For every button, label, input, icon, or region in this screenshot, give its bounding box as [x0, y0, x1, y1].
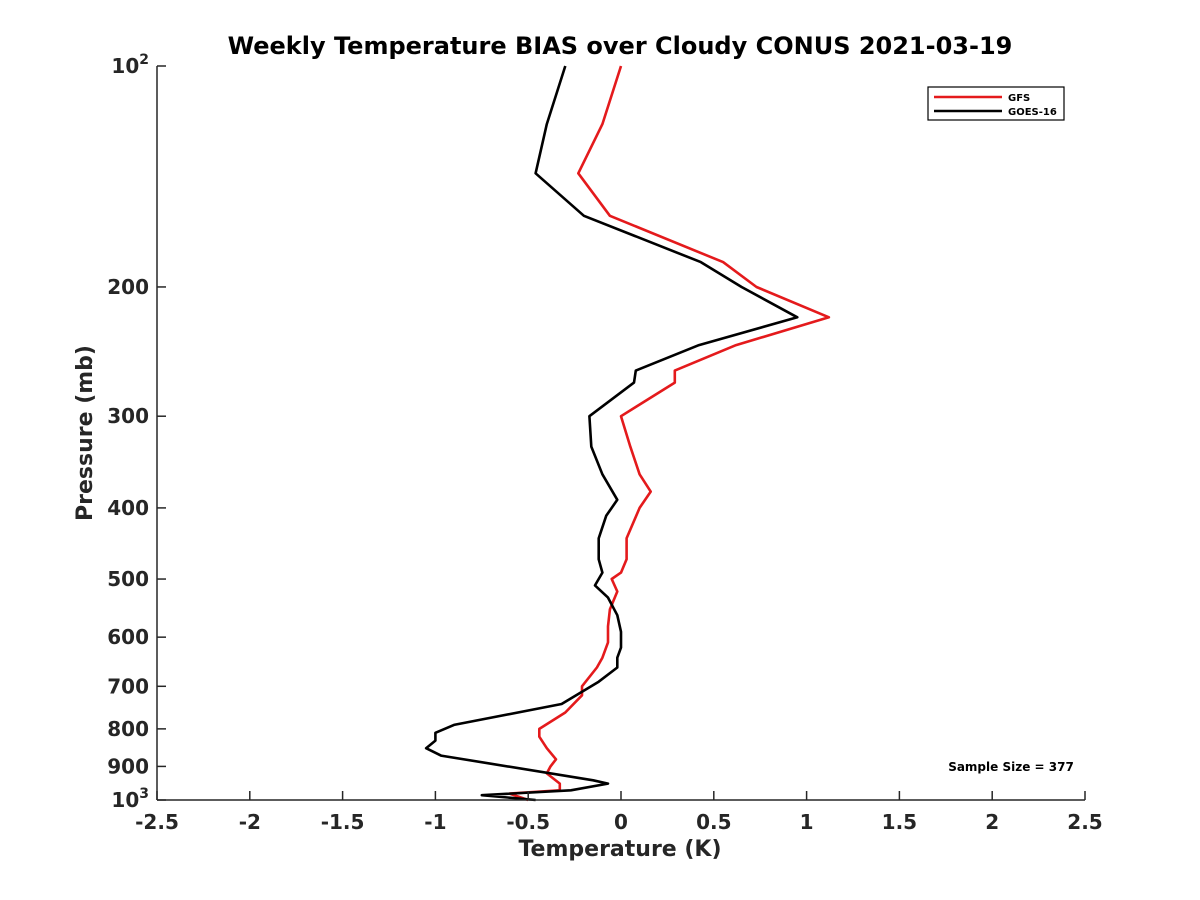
plot-area: -2.5 -2 -1.5 -1 -0.5 0 0.5 1 1.5 2 2.5 102 200 300 40… — [107, 52, 1102, 834]
x-tick-label: 1 — [800, 810, 814, 834]
x-tick-label: -1 — [424, 810, 446, 834]
x-tick-label: -2 — [239, 810, 261, 834]
y-tick-label: 102 — [111, 52, 149, 78]
legend-box — [927, 86, 1065, 121]
x-tick-label: -0.5 — [506, 810, 550, 834]
series-line-gfs — [508, 65, 831, 802]
y-tick-label: 600 — [107, 625, 149, 649]
legend-label-goes16: GOES-16 — [1008, 107, 1057, 118]
y-tick-label: 300 — [107, 404, 149, 428]
x-tick-label: 2.5 — [1067, 810, 1102, 834]
y-tick-label: 103 — [111, 786, 149, 812]
y-tick-label: 400 — [107, 496, 149, 520]
y-axis-label: Pressure (mb) — [73, 345, 98, 521]
x-ticks: -2.5 -2 -1.5 -1 -0.5 0 0.5 1 1.5 2 2.5 — [135, 791, 1103, 834]
y-tick-label: 500 — [107, 567, 149, 591]
legend: GFS GOES-16 — [927, 86, 1065, 121]
y-tick-label: 800 — [107, 717, 149, 741]
y-tick-label: 900 — [107, 754, 149, 778]
x-tick-label: -2.5 — [135, 810, 179, 834]
x-axis-label: Temperature (K) — [518, 837, 721, 862]
series-line-goes16 — [424, 65, 799, 802]
legend-label-gfs: GFS — [1008, 93, 1030, 104]
x-tick-label: -1.5 — [321, 810, 365, 834]
sample-size-annotation: Sample Size = 377 — [948, 760, 1074, 774]
chart-title: Weekly Temperature BIAS over Cloudy CONU… — [228, 32, 1013, 60]
y-tick-label: 700 — [107, 674, 149, 698]
x-tick-label: 2 — [985, 810, 999, 834]
axes-layer: -2.5 -2 -1.5 -1 -0.5 0 0.5 1 1.5 2 2.5 102 200 300 40… — [107, 52, 1102, 834]
x-tick-label: 0 — [614, 810, 628, 834]
series-layer — [424, 65, 831, 802]
y-ticks: 102 200 300 400 500 600 700 800 900 103 — [107, 52, 166, 812]
x-tick-label: 0.5 — [696, 810, 731, 834]
x-tick-label: 1.5 — [882, 810, 917, 834]
y-tick-label: 200 — [107, 275, 149, 299]
